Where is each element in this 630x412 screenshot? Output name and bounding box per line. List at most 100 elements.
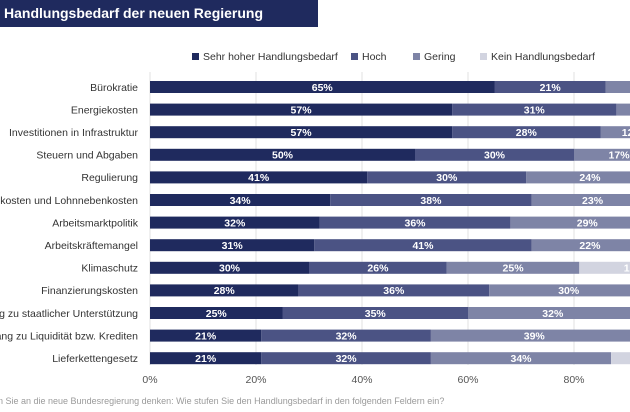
- legend: Sehr hoher Handlungsbedarf Hoch Gering Kein…: [192, 51, 595, 63]
- bar-segment: [150, 148, 415, 161]
- x-tick-label: 0%: [142, 374, 157, 386]
- bar-segment: [314, 239, 532, 252]
- bar-segment: [150, 329, 262, 342]
- bar-value-label: 28%: [214, 285, 236, 297]
- bar-value-label: 65%: [312, 82, 334, 94]
- bar-segment: [430, 329, 630, 342]
- bar-value-label: 25%: [503, 263, 525, 275]
- bar-value-label: 35%: [365, 308, 387, 320]
- bar-value-label: 30%: [558, 285, 580, 297]
- bar-segment: [367, 171, 527, 184]
- bar-value-label: 28%: [516, 127, 538, 139]
- bar-segment: [150, 216, 320, 229]
- bar-value-label: 30%: [436, 172, 458, 184]
- bar-value-label: 32%: [224, 217, 246, 229]
- bar-segment: [605, 81, 630, 93]
- bar-segment: [261, 352, 431, 365]
- bar-value-label: 25%: [206, 308, 228, 320]
- bar-value-label: 30%: [219, 263, 241, 275]
- bar-value-label: 57%: [291, 127, 313, 139]
- category-label: Regulierung: [81, 172, 138, 184]
- category-label: Klimaschutz: [81, 263, 138, 275]
- bar-segment: [494, 81, 606, 93]
- question-caption: n Sie an die neue Bundesregierung denken…: [0, 396, 445, 406]
- bar-segment: [282, 307, 468, 319]
- x-tick-label: 80%: [563, 374, 584, 386]
- legend-entry: Sehr hoher Handlungsbedarf: [203, 51, 338, 63]
- bar-value-label: 21%: [195, 330, 217, 342]
- bar-value-label: 36%: [404, 217, 426, 229]
- bar-value-label: 17%: [609, 150, 630, 162]
- bar-segment: [150, 307, 283, 319]
- bar-segment: [150, 81, 495, 93]
- bar-segment: [531, 239, 630, 252]
- category-label: Arbeitsmarktpolitik: [52, 217, 139, 229]
- bar-segment: [150, 352, 262, 365]
- category-label: ang zu Liquidität bzw. Krediten: [0, 330, 138, 342]
- category-label: ng zu staatlicher Unterstützung: [0, 308, 138, 320]
- category-label: Finanzierungskosten: [41, 285, 138, 297]
- category-label: Steuern und Abgaben: [36, 150, 138, 162]
- bar-segment: [611, 352, 630, 365]
- bar-segment: [150, 126, 453, 139]
- bar-value-label: 39%: [524, 330, 546, 342]
- bars: [150, 81, 630, 365]
- bar-segment: [452, 126, 601, 139]
- legend-entry: Kein Handlungsbedarf: [491, 51, 595, 63]
- category-labels: Bürokratie Energiekosten Investitionen in …: [0, 82, 139, 365]
- bar-value-label: 24%: [579, 172, 601, 184]
- bar-segment: [468, 307, 630, 319]
- category-label: Arbeitskräftemangel: [45, 240, 138, 252]
- x-tick-label: 20%: [245, 374, 266, 386]
- category-label: Lieferkettengesetz: [52, 353, 138, 365]
- legend-entry: Gering: [424, 51, 456, 63]
- bar-segment: [150, 261, 309, 274]
- legend-swatch: [351, 53, 358, 60]
- bar-segment: [309, 261, 447, 274]
- bar-value-label: 12%: [622, 127, 630, 139]
- bar-segment: [531, 194, 630, 206]
- bar-segment: [600, 126, 630, 139]
- legend-swatch: [413, 53, 420, 60]
- bar-value-label: 21%: [540, 82, 562, 94]
- bar-segment: [430, 352, 612, 365]
- bar-value-label: 57%: [291, 104, 313, 116]
- bar-segment: [579, 261, 630, 274]
- bar-value-label: 23%: [582, 195, 604, 207]
- bar-segment: [616, 103, 630, 116]
- x-tick-label: 40%: [351, 374, 372, 386]
- bar-value-label: 41%: [412, 240, 434, 252]
- bar-segment: [510, 216, 630, 229]
- bar-value-label: 32%: [542, 308, 564, 320]
- bar-value-label: 31%: [524, 104, 546, 116]
- legend-swatch: [192, 53, 199, 60]
- bar-segment: [446, 261, 580, 274]
- bar-value-label: 29%: [577, 217, 599, 229]
- bar-value-label: 36%: [383, 285, 405, 297]
- bar-segment: [261, 329, 431, 342]
- value-labels: 65%21%1157%31%957%28%12%50%30%17%41%30%2…: [195, 82, 630, 365]
- bar-segment: [150, 171, 368, 184]
- bar-segment: [150, 194, 331, 206]
- bar-value-label: 22%: [579, 240, 601, 252]
- category-label: Investitionen in Infrastruktur: [9, 127, 138, 139]
- bar-segment: [298, 284, 490, 297]
- bar-value-label: 34%: [230, 195, 252, 207]
- bar-segment: [319, 216, 511, 229]
- category-label: Energiekosten: [71, 104, 138, 116]
- bar-value-label: 32%: [336, 353, 358, 365]
- bar-value-label: 21%: [195, 353, 217, 365]
- bar-value-label: 19: [624, 263, 630, 275]
- bar-value-label: 38%: [420, 195, 442, 207]
- bar-value-label: 41%: [248, 172, 270, 184]
- chart-title: Handlungsbedarf der neuen Regierung: [0, 0, 318, 27]
- bar-segment: [526, 171, 630, 184]
- category-label: nkosten und Lohnnebenkosten: [0, 195, 138, 207]
- bar-segment: [150, 239, 315, 252]
- x-axis-ticks: 0% 20% 40% 60% 80%: [142, 374, 584, 386]
- bar-segment: [574, 148, 630, 161]
- bar-segment: [415, 148, 574, 161]
- bar-segment: [489, 284, 630, 297]
- bar-value-label: 34%: [510, 353, 532, 365]
